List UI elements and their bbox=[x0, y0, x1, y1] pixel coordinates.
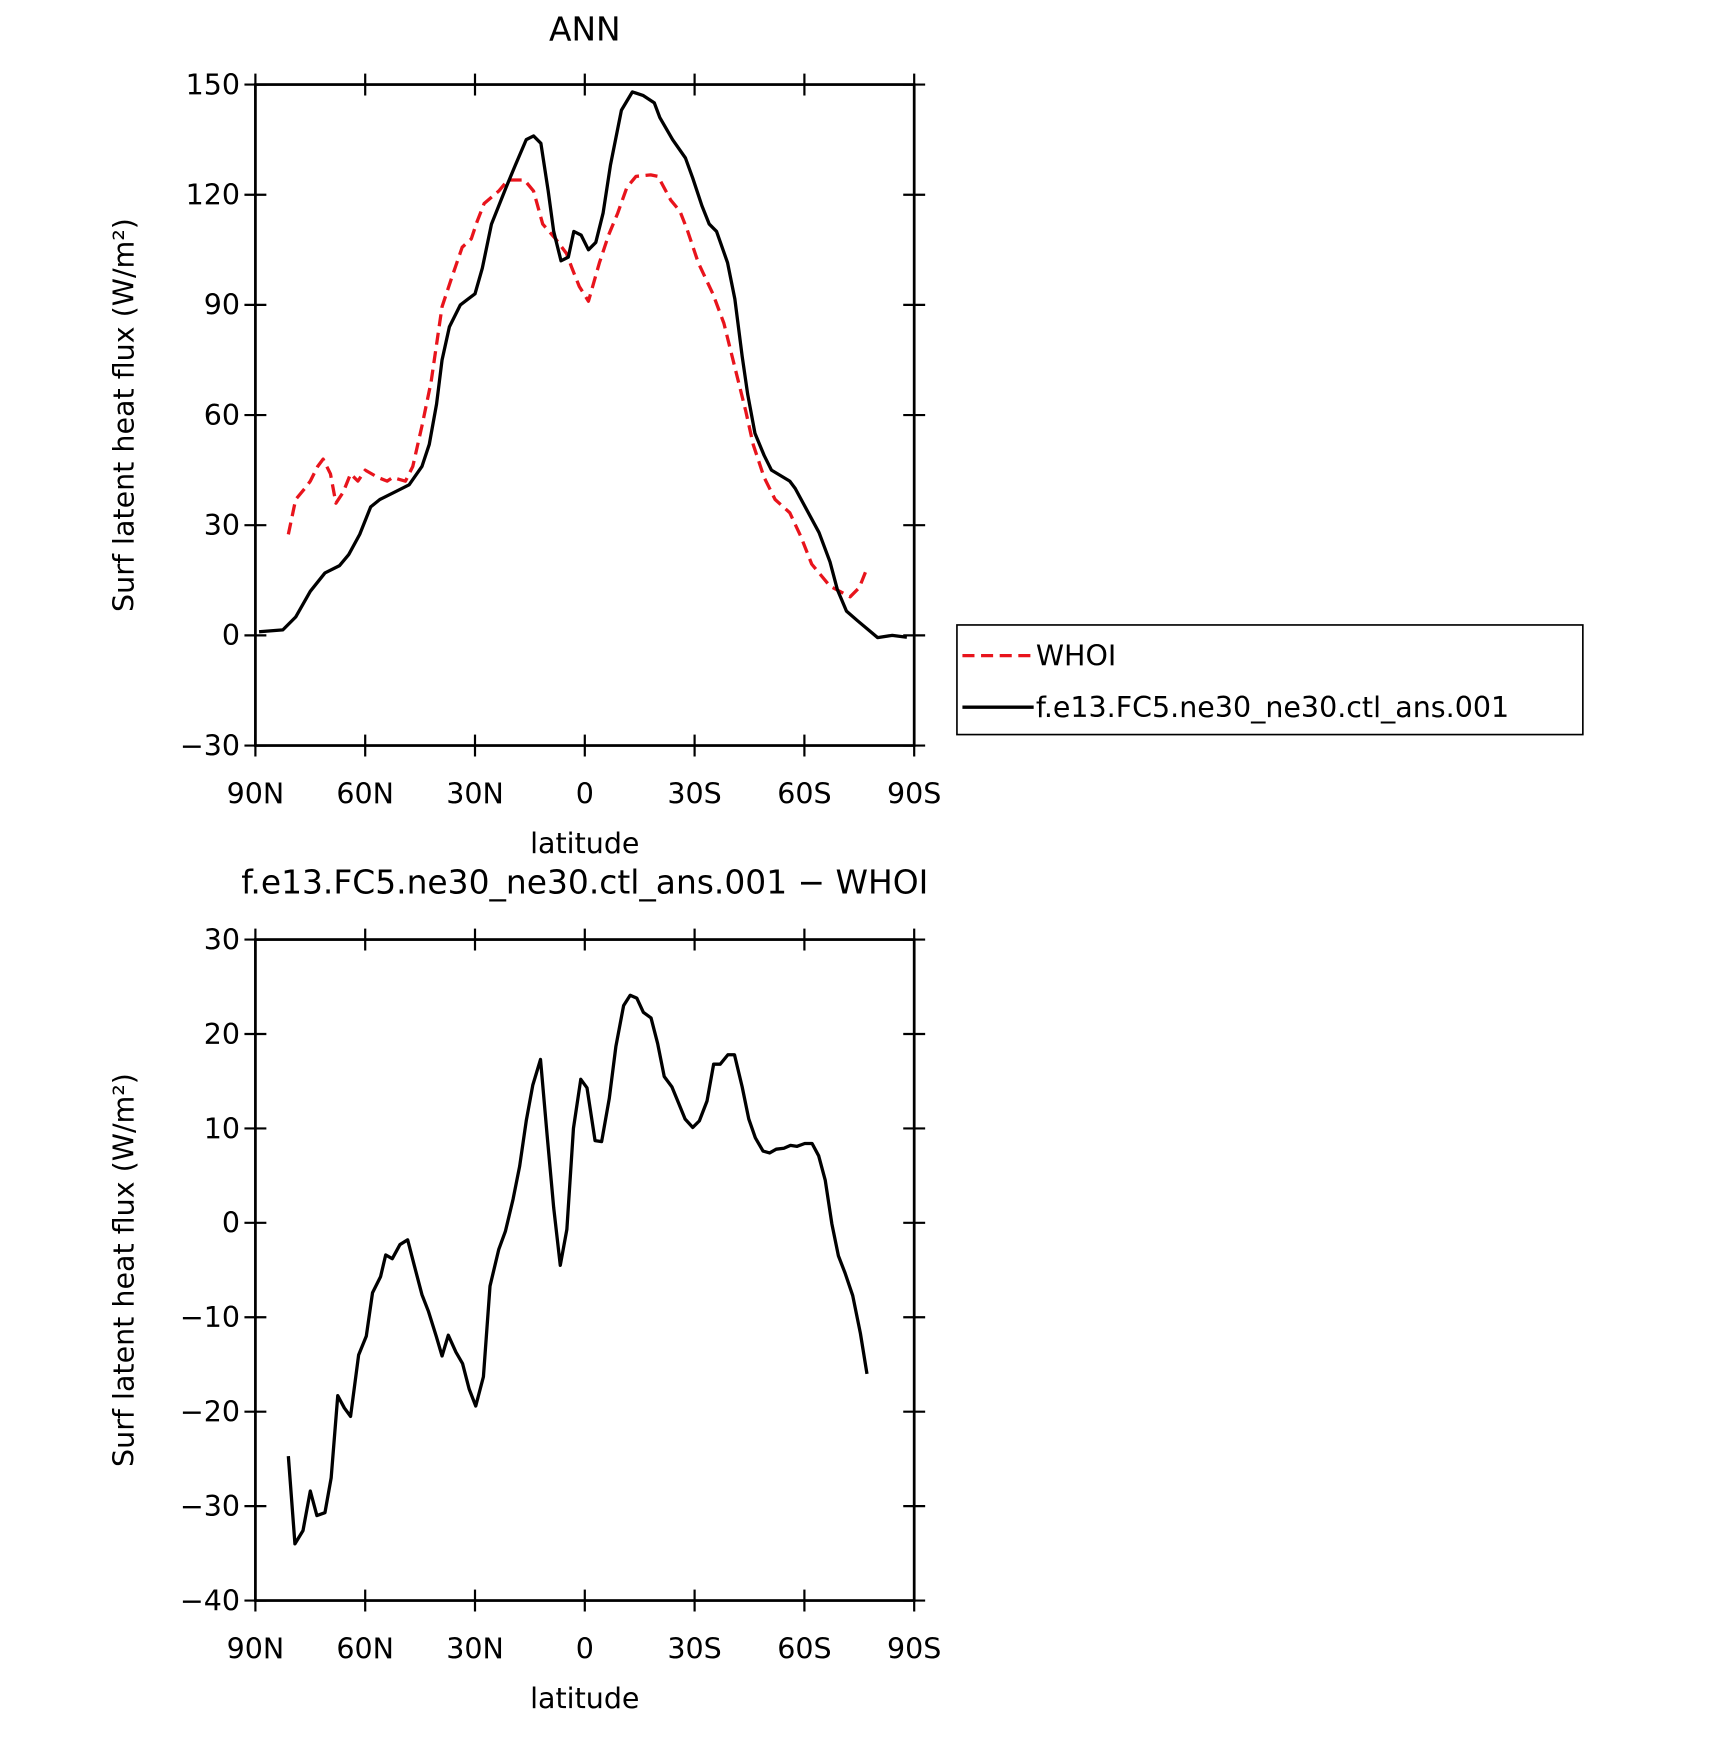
x-tick-label: 90S bbox=[887, 778, 941, 811]
legend-label: f.e13.FC5.ne30_ne30.ctl_ans.001 bbox=[1036, 691, 1509, 724]
x-tick-label: 60S bbox=[777, 778, 831, 811]
y-tick-label: 0 bbox=[222, 619, 240, 652]
y-tick-label: −40 bbox=[180, 1584, 240, 1617]
x-axis-label: latitude bbox=[530, 827, 639, 860]
y-tick-label: 90 bbox=[204, 289, 240, 322]
y-tick-label: 10 bbox=[204, 1112, 240, 1145]
y-axis-label: Surf latent heat flux (W/m²) bbox=[108, 218, 141, 612]
data-line bbox=[286, 993, 869, 1546]
data-line bbox=[258, 90, 908, 640]
x-tick-label: 30S bbox=[667, 1633, 721, 1666]
y-tick-label: 0 bbox=[222, 1207, 240, 1240]
y-tick-label: −30 bbox=[180, 1490, 240, 1523]
x-tick-label: 30N bbox=[446, 778, 504, 811]
y-tick-label: 150 bbox=[186, 68, 240, 101]
plot-frame bbox=[254, 83, 916, 747]
y-tick-label: 60 bbox=[204, 399, 240, 432]
y-tick-label: −30 bbox=[180, 729, 240, 762]
x-axis-label: latitude bbox=[530, 1682, 639, 1715]
x-tick-label: 0 bbox=[576, 778, 594, 811]
y-tick-label: 120 bbox=[186, 179, 240, 212]
legend-box bbox=[956, 624, 1584, 736]
y-tick-label: −10 bbox=[180, 1301, 240, 1334]
x-tick-label: 30S bbox=[667, 778, 721, 811]
chart-title: f.e13.FC5.ne30_ne30.ctl_ans.001 − WHOI bbox=[241, 863, 928, 902]
chart-title: ANN bbox=[549, 10, 621, 49]
y-tick-label: 20 bbox=[204, 1018, 240, 1051]
y-tick-label: 30 bbox=[204, 923, 240, 956]
plot-frame bbox=[254, 938, 916, 1602]
legend-label: WHOI bbox=[1036, 640, 1116, 673]
x-tick-label: 90N bbox=[227, 778, 285, 811]
x-tick-label: 60N bbox=[336, 1633, 394, 1666]
y-axis-label: Surf latent heat flux (W/m²) bbox=[108, 1073, 141, 1467]
data-line bbox=[286, 173, 869, 599]
y-tick-label: −20 bbox=[180, 1396, 240, 1429]
x-tick-label: 60S bbox=[777, 1633, 831, 1666]
x-tick-label: 60N bbox=[336, 778, 394, 811]
y-tick-label: 30 bbox=[204, 509, 240, 542]
x-tick-label: 0 bbox=[576, 1633, 594, 1666]
x-tick-label: 30N bbox=[446, 1633, 504, 1666]
x-tick-label: 90N bbox=[227, 1633, 285, 1666]
x-tick-label: 90S bbox=[887, 1633, 941, 1666]
